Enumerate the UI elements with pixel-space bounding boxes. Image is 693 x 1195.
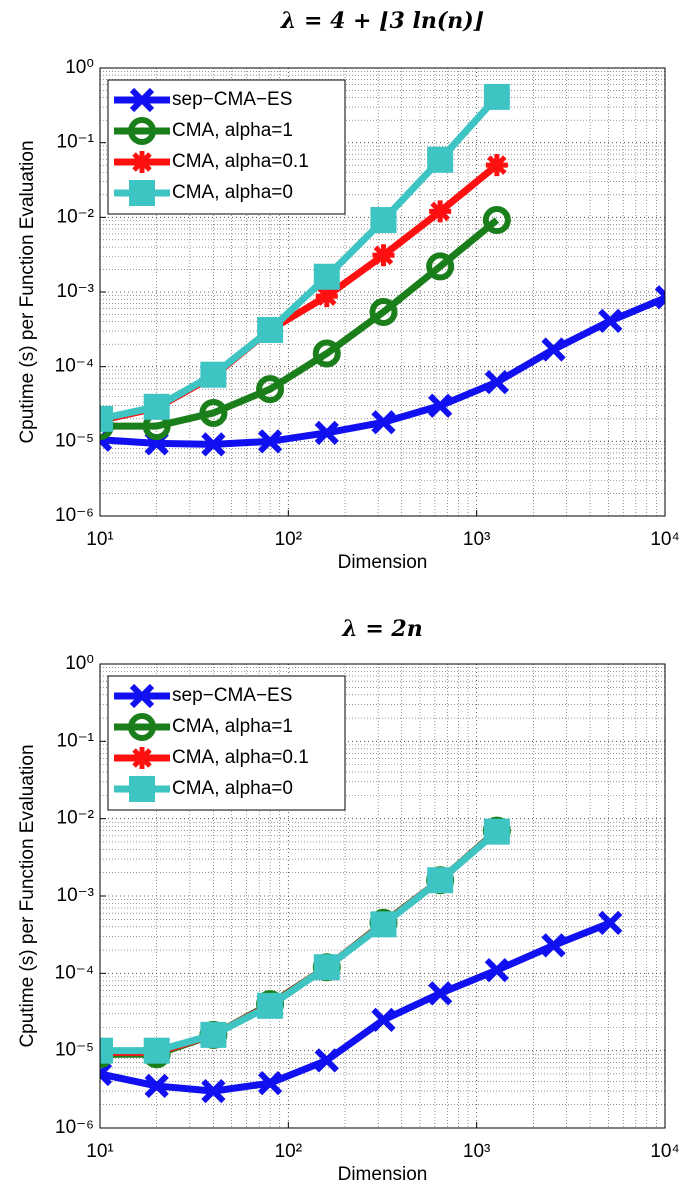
marker <box>541 933 566 958</box>
plot: 10¹ 10² 10³ 10⁴ 10⁻⁶ 10⁻⁵ 10⁻⁴ 10⁻³ 10⁻² 10⁻¹ 10⁰ s… <box>17 616 680 1185</box>
marker <box>483 818 510 845</box>
y-tick-label: 10⁻⁵ <box>55 1040 94 1061</box>
legend: sep−CMA−ES CMA, alpha=1 CMA, alpha=0.1 CMA,… <box>107 79 346 215</box>
marker <box>100 405 113 432</box>
marker <box>598 910 623 935</box>
marker <box>371 410 396 435</box>
series-line <box>100 919 612 1095</box>
legend-label: CMA, alpha=0.1 <box>172 151 309 172</box>
y-tick-label: 10⁻¹ <box>57 730 95 751</box>
y-axis-label: Cputime (s) per Function Evaluation <box>17 744 38 1047</box>
x-tick-label: 10⁴ <box>650 1141 679 1162</box>
y-tick-label: 10⁻² <box>57 206 95 227</box>
title: λ = 4 + ⌊3 ln(n)⌋ <box>280 8 484 34</box>
y-tick-label: 10⁻³ <box>57 885 95 906</box>
plot-frame <box>99 663 666 1129</box>
x-tick-label: 10⁴ <box>650 529 679 550</box>
marker <box>129 180 155 206</box>
marker <box>598 308 623 334</box>
marker <box>129 776 155 802</box>
marker <box>313 954 340 981</box>
marker <box>199 398 228 427</box>
x-tick-label: 10¹ <box>86 529 113 550</box>
marker <box>371 1007 396 1033</box>
marker <box>257 316 284 343</box>
marker <box>128 117 156 145</box>
marker <box>370 911 397 938</box>
marker <box>201 432 226 457</box>
marker <box>257 1071 283 1096</box>
legend-label: CMA, alpha=1 <box>172 716 293 737</box>
marker <box>144 1073 169 1099</box>
y-tick-label: 10⁻⁴ <box>55 356 94 377</box>
y-tick-label: 10⁻² <box>57 808 95 829</box>
legend-label: CMA, alpha=1 <box>172 120 293 141</box>
marker <box>100 1037 113 1064</box>
legend: sep−CMA−ES CMA, alpha=1 CMA, alpha=0.1 CMA,… <box>107 675 346 811</box>
marker <box>315 285 338 308</box>
marker <box>426 252 455 281</box>
x-axis-label: Dimension <box>338 1164 428 1185</box>
marker <box>313 263 340 290</box>
marker <box>129 683 155 709</box>
marker <box>143 393 170 420</box>
marker <box>131 151 153 173</box>
marker <box>485 154 508 177</box>
series-group <box>100 83 665 457</box>
marker <box>143 1037 170 1064</box>
y-tick-label: 10⁻³ <box>57 281 95 302</box>
marker <box>312 339 341 368</box>
marker <box>100 1061 113 1087</box>
y-tick-label: 10⁻⁶ <box>55 1117 94 1138</box>
legend-label: CMA, alpha=0 <box>172 778 293 799</box>
x-axis-label: Dimension <box>338 552 428 573</box>
marker <box>200 1021 227 1048</box>
marker <box>256 375 285 404</box>
x-tick-label: 10² <box>275 1141 302 1162</box>
marker <box>484 958 509 983</box>
marker <box>370 207 397 234</box>
marker <box>482 206 511 235</box>
marker <box>427 867 454 894</box>
marker <box>428 981 453 1006</box>
marker <box>541 337 566 362</box>
marker <box>257 429 283 454</box>
marker <box>200 361 227 388</box>
marker <box>314 1048 339 1073</box>
marker <box>257 992 284 1019</box>
legend-label: sep−CMA−ES <box>172 89 292 110</box>
x-tick-label: 10¹ <box>86 1141 113 1162</box>
legend-label: sep−CMA−ES <box>172 685 292 706</box>
y-tick-label: 10⁰ <box>65 653 94 674</box>
series-group <box>100 816 623 1104</box>
plot-frame <box>99 67 666 517</box>
legend-label: CMA, alpha=0 <box>172 182 293 203</box>
marker <box>129 87 155 113</box>
marker <box>428 393 453 418</box>
marker <box>201 1078 226 1104</box>
y-tick-label: 10⁰ <box>65 57 94 78</box>
marker <box>654 285 665 310</box>
y-tick-label: 10⁻⁵ <box>55 430 94 451</box>
marker <box>427 146 454 173</box>
legend-label: CMA, alpha=0.1 <box>172 747 309 768</box>
marker <box>128 713 156 741</box>
marker <box>484 370 509 395</box>
marker <box>483 83 510 110</box>
marker <box>314 420 339 445</box>
x-tick-label: 10³ <box>463 1141 490 1162</box>
y-axis-label: Cputime (s) per Function Evaluation <box>17 140 38 443</box>
x-tick-label: 10³ <box>463 529 490 550</box>
plot: 10¹ 10² 10³ 10⁴ 10⁻⁶ 10⁻⁵ 10⁻⁴ 10⁻³ 10⁻² 10⁻¹ 10⁰ s… <box>17 8 680 573</box>
marker <box>131 747 153 769</box>
marker <box>429 200 452 223</box>
marker <box>372 244 395 267</box>
y-tick-label: 10⁻⁴ <box>55 962 94 983</box>
x-tick-label: 10² <box>275 529 302 550</box>
marker <box>369 297 398 326</box>
y-tick-label: 10⁻⁶ <box>55 505 94 526</box>
title: λ = 2n <box>341 616 422 642</box>
y-tick-label: 10⁻¹ <box>57 132 95 153</box>
